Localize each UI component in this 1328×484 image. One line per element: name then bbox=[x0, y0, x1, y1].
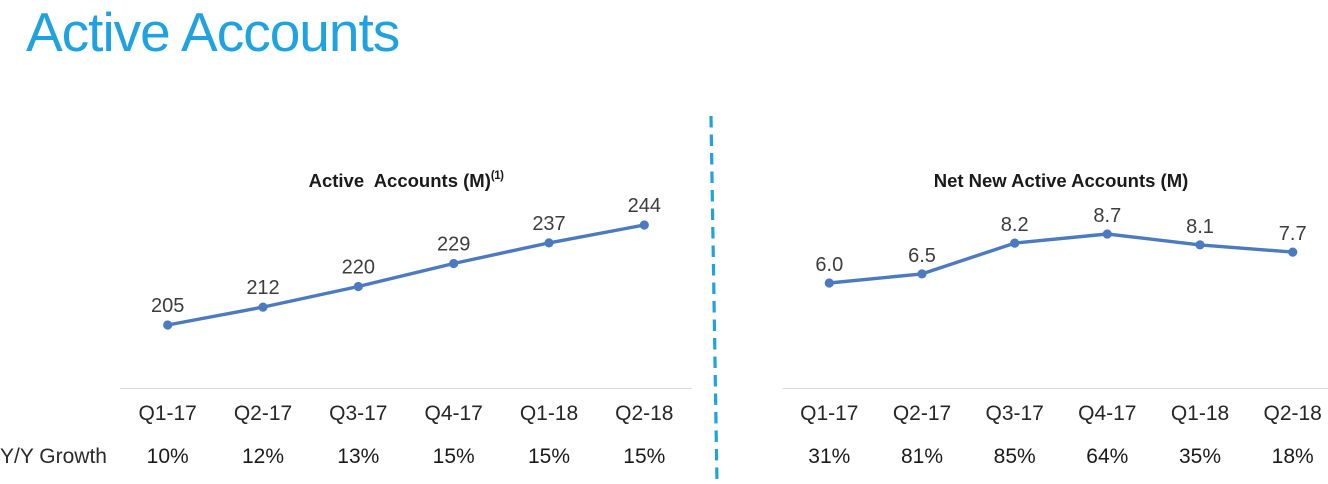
yoy-growth-label: Y/Y Growth bbox=[0, 445, 107, 468]
data-point-label: 237 bbox=[532, 213, 565, 235]
data-point-marker bbox=[1195, 240, 1205, 250]
data-point-marker bbox=[917, 269, 927, 279]
growth-value: 15% bbox=[623, 445, 666, 468]
yoy-growth-row: 10% 12% 13% 15% 15% 15% bbox=[120, 445, 692, 471]
line-plot: 205 212 220 229 237 244 bbox=[151, 195, 661, 330]
chart-title: Active Accounts (M)(1) bbox=[120, 170, 692, 192]
chart-title-footnote-marker: (1) bbox=[490, 170, 504, 182]
data-point-marker bbox=[353, 281, 363, 292]
data-point-label: 205 bbox=[151, 295, 184, 317]
data-point-marker bbox=[544, 238, 554, 248]
data-point-label: 7.7 bbox=[1279, 223, 1307, 245]
x-axis-line bbox=[120, 388, 692, 389]
growth-value: 18% bbox=[1271, 445, 1314, 468]
line-series bbox=[166, 223, 646, 327]
data-point-marker bbox=[163, 320, 173, 330]
data-point-marker bbox=[1288, 247, 1298, 257]
line-plot: 6.0 6.5 8.2 8.7 8.1 7.7 bbox=[815, 205, 1307, 288]
data-point-marker bbox=[824, 278, 834, 288]
x-axis-labels: Q1-17 Q2-17 Q3-17 Q4-17 Q1-18 Q2-18 bbox=[120, 402, 692, 428]
x-axis-label: Q3-17 bbox=[985, 402, 1044, 425]
growth-value: 15% bbox=[432, 445, 475, 468]
data-point-label: 8.7 bbox=[1093, 205, 1121, 227]
data-point-marker bbox=[639, 220, 649, 230]
data-point-label: 6.0 bbox=[815, 254, 843, 276]
data-point-label: 8.1 bbox=[1186, 216, 1214, 238]
growth-value: 64% bbox=[1086, 445, 1129, 468]
x-axis-label: Q2-17 bbox=[233, 402, 293, 425]
growth-value: 81% bbox=[900, 445, 944, 468]
x-axis-label: Q2-18 bbox=[615, 402, 674, 425]
x-axis-label: Q2-18 bbox=[1263, 402, 1322, 425]
data-point-marker bbox=[1102, 229, 1112, 239]
data-point-marker bbox=[1010, 238, 1020, 248]
growth-value: 31% bbox=[808, 445, 851, 468]
growth-value: 13% bbox=[337, 445, 380, 468]
data-point-label: 220 bbox=[342, 257, 375, 279]
growth-value: 15% bbox=[527, 445, 571, 468]
growth-value: 12% bbox=[241, 445, 285, 468]
x-axis-label: Q1-18 bbox=[519, 402, 579, 425]
x-axis-label: Q1-17 bbox=[800, 402, 859, 425]
data-point-marker bbox=[449, 258, 459, 269]
growth-value: 35% bbox=[1178, 445, 1222, 468]
growth-value: 85% bbox=[993, 445, 1036, 468]
chart-net-new-active-accounts: Net New Active Accounts (M) 6.0 6.5 8.2 8.7… bbox=[783, 0, 1328, 484]
chart-title-text: Active Accounts (M) bbox=[308, 170, 491, 191]
chart-active-accounts: Active Accounts (M)(1) 205 212 220 229 237 24… bbox=[120, 0, 692, 484]
growth-value: 10% bbox=[146, 445, 189, 468]
x-axis-label: Q4-17 bbox=[424, 402, 483, 425]
data-point-label: 6.5 bbox=[908, 245, 936, 267]
x-axis-label: Q3-17 bbox=[329, 402, 388, 425]
data-point-label: 229 bbox=[437, 234, 470, 256]
x-axis-label: Q1-17 bbox=[138, 402, 197, 425]
slide-title: Active Accounts bbox=[26, 1, 400, 63]
data-point-label: 212 bbox=[246, 277, 279, 299]
line-series bbox=[827, 232, 1295, 285]
x-axis-label: Q2-17 bbox=[892, 402, 952, 425]
x-axis-line bbox=[783, 388, 1328, 389]
x-axis-label: Q4-17 bbox=[1078, 402, 1137, 425]
data-point-marker bbox=[258, 302, 268, 312]
x-axis-label: Q1-18 bbox=[1170, 402, 1230, 425]
chart-title: Net New Active Accounts (M) bbox=[783, 170, 1328, 192]
data-point-label: 8.2 bbox=[1001, 214, 1029, 236]
data-point-label: 244 bbox=[628, 195, 661, 217]
yoy-growth-row: 31% 81% 85% 64% 35% 18% bbox=[783, 445, 1328, 471]
x-axis-labels: Q1-17 Q2-17 Q3-17 Q4-17 Q1-18 Q2-18 bbox=[783, 402, 1328, 428]
chart-title-text: Net New Active Accounts (M) bbox=[933, 170, 1189, 191]
